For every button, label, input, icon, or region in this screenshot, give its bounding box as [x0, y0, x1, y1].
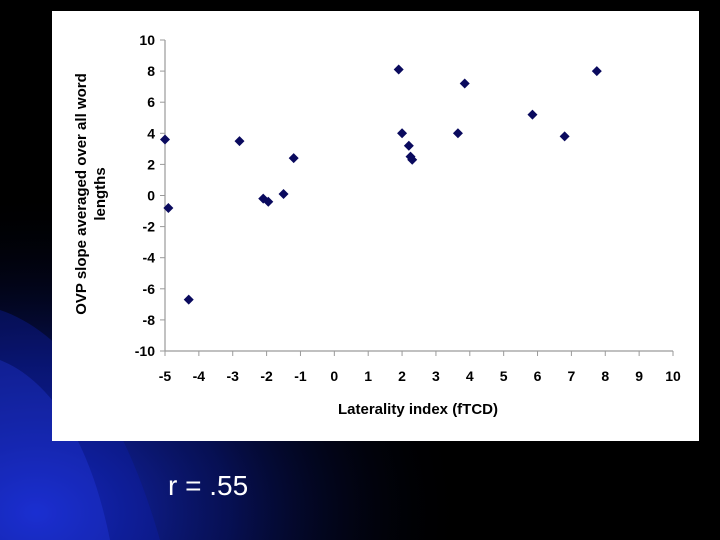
x-tick-label: 0: [330, 368, 338, 384]
y-tick-label: -4: [143, 250, 156, 266]
x-tick-label: 8: [601, 368, 609, 384]
data-point: [160, 134, 170, 145]
y-tick-label: 0: [147, 188, 155, 204]
y-tick-label: -6: [143, 281, 156, 297]
data-point: [407, 154, 418, 165]
y-tick-label: 10: [139, 32, 155, 48]
data-point: [183, 294, 194, 305]
data-point: [234, 136, 245, 147]
x-tick-label: 6: [534, 368, 542, 384]
data-point: [452, 128, 463, 139]
data-point: [559, 131, 570, 142]
data-point: [527, 109, 538, 120]
y-tick-label: -10: [135, 343, 155, 359]
x-tick-label: 9: [635, 368, 643, 384]
data-point: [263, 196, 274, 207]
x-tick-label: 2: [398, 368, 406, 384]
x-tick-label: -5: [159, 368, 172, 384]
axes: [160, 39, 674, 356]
y-tick-label: 8: [147, 63, 155, 79]
data-point: [403, 140, 414, 151]
data-point: [288, 153, 299, 164]
x-axis-label: Laterality index (fTCD): [338, 401, 498, 418]
x-tick-label: 1: [364, 368, 372, 384]
x-tick-label: 7: [568, 368, 576, 384]
correlation-caption: r = .55: [168, 470, 249, 501]
x-tick-label: -4: [193, 368, 206, 384]
y-tick-label: -2: [143, 219, 156, 235]
y-tick-label: 2: [147, 156, 155, 172]
x-tick-label: 4: [466, 368, 474, 384]
x-tick-label: -3: [227, 368, 240, 384]
data-point: [591, 66, 602, 77]
y-tick-label: -8: [143, 312, 156, 328]
data-point: [393, 64, 404, 75]
data-point: [163, 202, 174, 213]
x-tick-label: -2: [260, 368, 273, 384]
data-point: [459, 78, 470, 89]
y-tick-label: 4: [147, 125, 155, 141]
y-axis-label-line-2: lengths: [92, 167, 109, 220]
y-axis-label: OVP slope averaged over all word lengths: [73, 73, 109, 315]
x-tick-label: 3: [432, 368, 440, 384]
data-point: [397, 128, 408, 139]
chart-panel: 10 8 6 4 2 0 -2 -4 -6 -8 -10 -5 -4 -3 -2 -1 0 1 2 3 4 5 6 7 8 9 10…: [52, 11, 699, 441]
data-points: [160, 64, 602, 305]
x-tick-label: -1: [294, 368, 307, 384]
y-tick-label: 6: [147, 94, 155, 110]
x-tick-label: 10: [665, 368, 681, 384]
x-tick-label: 5: [500, 368, 508, 384]
data-point: [278, 188, 289, 199]
y-axis-label-line-1: OVP slope averaged over all word: [73, 73, 90, 315]
